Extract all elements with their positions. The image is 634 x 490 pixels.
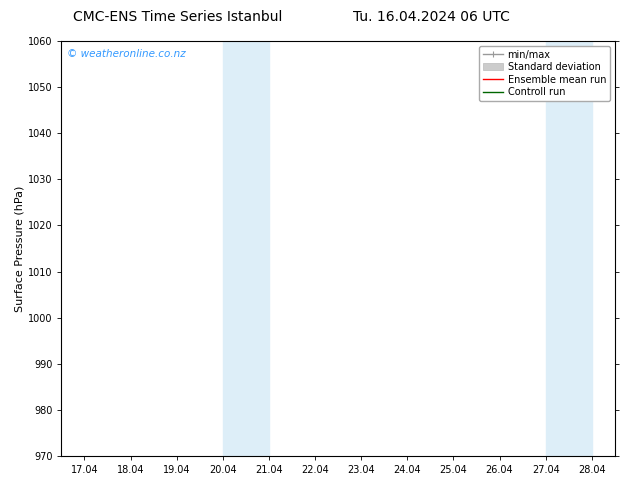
Text: © weatheronline.co.nz: © weatheronline.co.nz — [67, 49, 186, 59]
Text: Tu. 16.04.2024 06 UTC: Tu. 16.04.2024 06 UTC — [353, 10, 510, 24]
Legend: min/max, Standard deviation, Ensemble mean run, Controll run: min/max, Standard deviation, Ensemble me… — [479, 46, 610, 101]
Bar — [546, 41, 592, 456]
Bar — [223, 41, 269, 456]
Text: CMC-ENS Time Series Istanbul: CMC-ENS Time Series Istanbul — [73, 10, 282, 24]
Y-axis label: Surface Pressure (hPa): Surface Pressure (hPa) — [15, 185, 25, 312]
